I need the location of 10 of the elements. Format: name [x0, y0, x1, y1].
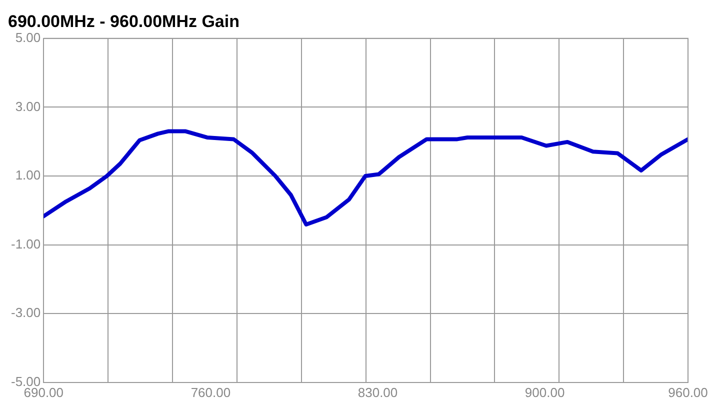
y-tick-label: 5.00 [15, 30, 41, 45]
y-tick-label: -3.00 [10, 305, 41, 320]
y-tick-label: 1.00 [15, 168, 41, 183]
x-tick-label: 960.00 [668, 384, 708, 400]
x-tick-label: 760.00 [190, 384, 231, 400]
x-tick-label: 830.00 [358, 384, 398, 400]
x-tick-label: 900.00 [524, 384, 565, 400]
y-tick-label: -1.00 [10, 236, 41, 252]
y-tick-label: 3.00 [15, 98, 41, 114]
chart-title: 690.00MHz - 960.00MHz Gain [8, 12, 240, 31]
